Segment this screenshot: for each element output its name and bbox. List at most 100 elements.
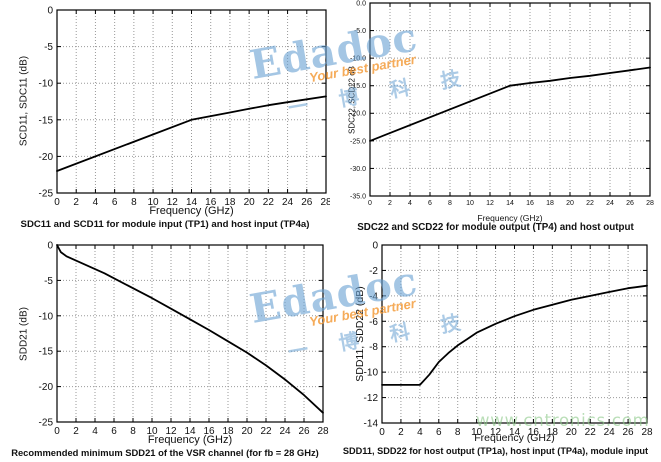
svg-text:24: 24 [282, 197, 294, 208]
svg-text:12: 12 [490, 427, 502, 437]
caption-sdc11-scd11: SDC11 and SCD11 for module input (TP1) a… [20, 219, 310, 230]
svg-text:16: 16 [526, 200, 534, 207]
panel-sdd11-sdd22: 0 2 4 6 8 10 12 14 16 18 20 22 24 26 28 0 -2 -4 -6 -8 -10 -12… [330, 235, 661, 462]
svg-text:22: 22 [263, 197, 275, 208]
svg-text:6: 6 [436, 427, 442, 437]
svg-text:14: 14 [186, 197, 198, 208]
svg-text:24: 24 [606, 200, 614, 207]
svg-text:6: 6 [111, 426, 117, 437]
svg-text:26: 26 [626, 200, 634, 207]
svg-text:-20: -20 [39, 152, 54, 163]
plot-sdd11-sdd22: 0 2 4 6 8 10 12 14 16 18 20 22 24 26 280-2-4-6-8-10-12… [364, 241, 653, 438]
svg-text:20: 20 [566, 427, 578, 437]
svg-text:-25: -25 [39, 418, 54, 429]
svg-text:-14: -14 [364, 419, 379, 430]
svg-text:16: 16 [528, 427, 540, 437]
svg-text:6: 6 [428, 200, 432, 207]
svg-text:-20: -20 [39, 382, 54, 393]
x-axis-label-sdd21: Frequency (GHz) [147, 434, 233, 446]
caption-sdd21: Recommended minimum SDD21 of the VSR cha… [11, 447, 319, 458]
panel-sdd21: 0 2 4 6 8 10 12 14 16 18 20 22 24 26 28 0 -5 -10 -15 -20 -25… [0, 235, 330, 462]
svg-text:14: 14 [509, 427, 521, 437]
svg-text:24: 24 [604, 427, 616, 437]
svg-text:22: 22 [260, 426, 272, 437]
svg-text:26: 26 [298, 426, 310, 437]
svg-text:18: 18 [224, 197, 236, 208]
svg-text:-12: -12 [364, 393, 379, 404]
svg-text:24: 24 [279, 426, 291, 437]
svg-text:8: 8 [455, 427, 461, 437]
svg-text:-35.0: -35.0 [350, 193, 366, 200]
svg-text:18: 18 [546, 200, 554, 207]
caption-sdc22-scd22: SDC22 and SCD22 for module output (TP4) … [357, 222, 634, 233]
y-axis-label-sdd11-sdd22: SDD11, SDD22 (dB) [354, 286, 366, 382]
svg-text:18: 18 [222, 426, 234, 437]
svg-text:20: 20 [244, 197, 256, 208]
svg-text:14: 14 [184, 426, 196, 437]
svg-text:4: 4 [93, 197, 99, 208]
svg-text:12: 12 [486, 200, 494, 207]
svg-text:14: 14 [506, 200, 514, 207]
svg-text:28: 28 [320, 197, 330, 208]
svg-text:10: 10 [471, 427, 483, 437]
svg-text:0: 0 [54, 426, 60, 437]
svg-text:16: 16 [205, 197, 217, 208]
svg-text:18: 18 [547, 427, 559, 437]
svg-text:6: 6 [112, 197, 118, 208]
svg-text:8: 8 [130, 426, 136, 437]
svg-text:-25: -25 [39, 189, 54, 200]
svg-text:12: 12 [167, 197, 179, 208]
svg-text:26: 26 [301, 197, 313, 208]
svg-text:-10: -10 [39, 311, 54, 322]
svg-text:-6: -6 [369, 317, 378, 328]
svg-text:2: 2 [73, 426, 79, 437]
svg-text:0: 0 [368, 200, 372, 207]
x-axis-label-sdc11-scd11: Frequency (GHz) [149, 205, 234, 217]
svg-text:10: 10 [466, 200, 474, 207]
svg-text:2: 2 [398, 427, 404, 437]
svg-text:0.0: 0.0 [356, 0, 366, 7]
svg-text:12: 12 [165, 426, 177, 437]
svg-text:26: 26 [623, 427, 635, 437]
y-axis-label-sdc11-scd11: SCD11, SDC11 (dB) [18, 55, 30, 147]
x-axis-label-sdd11-sdd22: Frequency (GHz) [474, 432, 555, 444]
x-axis-label-sdc22-scd22: Frequency (GHz) [477, 213, 543, 223]
panel-sdc22-scd22: 0 2 4 6 8 10 12 14 16 18 20 22 24 26 28 0.0 -5.0 -10.0 -15… [330, 0, 661, 235]
svg-text:-10.0: -10.0 [350, 56, 366, 63]
svg-text:-5: -5 [44, 42, 53, 53]
svg-text:2: 2 [73, 197, 79, 208]
svg-text:28: 28 [646, 200, 654, 207]
svg-text:-25.0: -25.0 [350, 138, 366, 145]
svg-text:4: 4 [408, 200, 412, 207]
svg-text:0: 0 [54, 197, 60, 208]
svg-text:10: 10 [146, 426, 158, 437]
panel-sdc11-scd11: 0 2 4 6 8 10 12 14 16 18 20 22 24 26 28 0 -5 -10 -15 -20 -25… [0, 0, 331, 235]
svg-text:20: 20 [241, 426, 253, 437]
y-axis-label-sdd21: SDD21 (dB) [18, 307, 30, 361]
svg-text:-5: -5 [44, 276, 53, 287]
svg-text:-10: -10 [39, 79, 54, 90]
svg-text:0: 0 [372, 241, 378, 252]
svg-text:2: 2 [388, 200, 392, 207]
svg-text:22: 22 [586, 200, 594, 207]
svg-text:-30.0: -30.0 [350, 166, 366, 173]
svg-text:-20.0: -20.0 [350, 111, 366, 118]
plot-sdd21: 0 2 4 6 8 10 12 14 16 18 20 22 24 26 280-5-10-15-20-25 [39, 241, 329, 438]
plot-sdc22-scd22: 0 2 4 6 8 10 12 14 16 18 20 22 24 26 280.0-5.0-10.0-15… [350, 0, 654, 207]
svg-text:-8: -8 [369, 342, 378, 353]
svg-text:0: 0 [47, 241, 53, 252]
svg-text:20: 20 [566, 200, 574, 207]
svg-text:22: 22 [585, 427, 597, 437]
svg-text:-10: -10 [364, 368, 379, 379]
svg-text:28: 28 [317, 426, 329, 437]
svg-text:-15.0: -15.0 [350, 83, 366, 90]
svg-text:8: 8 [448, 200, 452, 207]
plot-sdc11-scd11: 0 2 4 6 8 10 12 14 16 18 20 22 24 26 280-5-10-15-20-25 [39, 6, 330, 209]
svg-text:4: 4 [417, 427, 423, 437]
svg-text:16: 16 [203, 426, 215, 437]
svg-text:-2: -2 [369, 266, 378, 277]
svg-text:-5.0: -5.0 [354, 28, 366, 35]
svg-text:-4: -4 [369, 291, 378, 302]
y-axis-label-sdc22-scd22: SDC22, SCD22 dB [347, 65, 357, 135]
